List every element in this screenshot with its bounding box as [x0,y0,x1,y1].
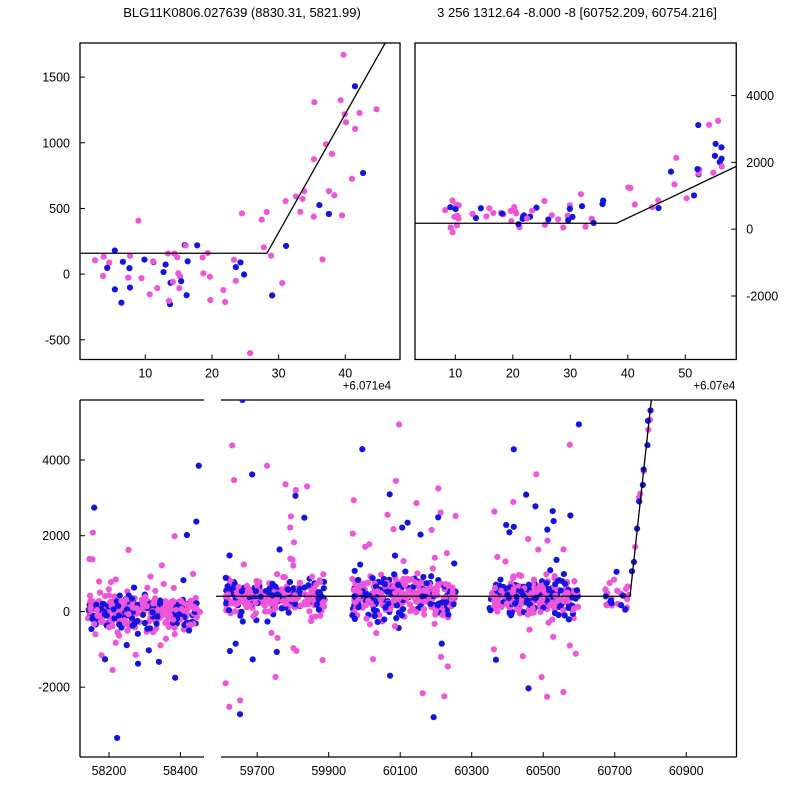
svg-text:2000: 2000 [746,156,774,170]
svg-text:30: 30 [563,367,577,381]
svg-text:0: 0 [63,268,70,282]
svg-text:60500: 60500 [526,764,561,778]
svg-text:4000: 4000 [42,454,70,468]
svg-text:500: 500 [49,202,70,216]
svg-text:1000: 1000 [42,136,70,150]
svg-text:BLG11K0806.027639 (8830.31, 58: BLG11K0806.027639 (8830.31, 5821.99) [123,5,361,20]
svg-text:59900: 59900 [311,764,346,778]
svg-text:40: 40 [338,367,352,381]
svg-text:58200: 58200 [92,764,127,778]
svg-text:58400: 58400 [163,764,198,778]
svg-text:-2000: -2000 [746,290,778,304]
svg-text:+6.071e4: +6.071e4 [343,381,392,393]
svg-text:0: 0 [746,223,753,237]
svg-text:3 256 1312.64 -8.000 -8 [60752: 3 256 1312.64 -8.000 -8 [60752.209, 6075… [437,5,717,20]
svg-text:2000: 2000 [42,529,70,543]
svg-text:0: 0 [63,605,70,619]
svg-text:20: 20 [205,367,219,381]
svg-text:1500: 1500 [42,71,70,85]
svg-text:59700: 59700 [240,764,275,778]
svg-text:4000: 4000 [746,89,774,103]
svg-text:40: 40 [621,367,635,381]
svg-text:60300: 60300 [454,764,489,778]
svg-text:60100: 60100 [383,764,418,778]
svg-text:10: 10 [138,367,152,381]
svg-text:-500: -500 [45,333,70,347]
svg-text:10: 10 [448,367,462,381]
svg-text:60900: 60900 [669,764,704,778]
svg-text:50: 50 [678,367,692,381]
svg-text:+6.07e4: +6.07e4 [693,381,735,393]
svg-text:60700: 60700 [597,764,632,778]
svg-text:30: 30 [272,367,286,381]
svg-text:20: 20 [506,367,520,381]
svg-text:-2000: -2000 [38,681,70,695]
